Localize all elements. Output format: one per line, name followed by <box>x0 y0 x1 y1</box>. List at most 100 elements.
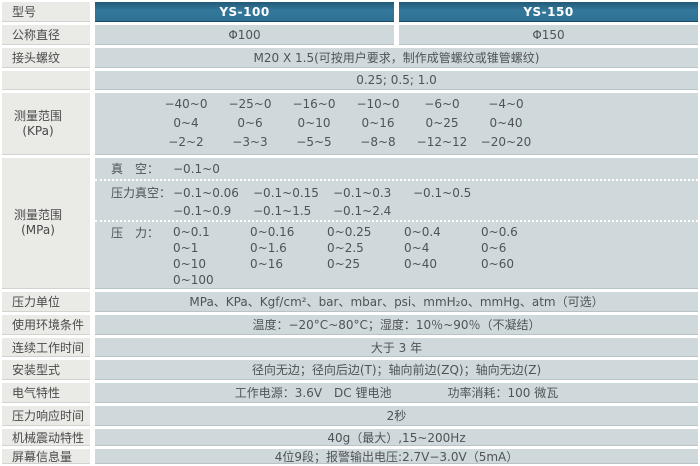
kpa-value: 0~25 <box>425 116 459 130</box>
kpa-value: −10~0 <box>356 97 400 111</box>
mpa-pressure-column: 0~0.4 0~4 0~40 <box>404 224 481 272</box>
mpa-pressure-vacuum-section: 压力真空： −0.1~0.06 −0.1~0.9 −0.1~0.15 −0.1~… <box>95 179 698 220</box>
row-label-vibration: 机械震动特性 <box>2 429 90 446</box>
vibration-value-cell: 40g（最大）,15~200Hz <box>95 429 698 446</box>
kpa-value: −4~0 <box>488 97 524 111</box>
mpa-pressure-value: 0~100 <box>173 273 214 287</box>
thread-value-cell: M20 X 1.5(可按用户要求，制作成管螺纹或锥管螺纹) <box>95 48 698 68</box>
table-row-working-time: 连续工作时间 大于 3 年 <box>2 338 698 357</box>
response-time-value-cell: 2秒 <box>95 406 698 426</box>
mpa-vacuum-section: 真 空： −0.1~0 <box>95 158 698 179</box>
diameter-ys100-cell: Φ100 <box>95 25 394 45</box>
kpa-value: −3~3 <box>232 135 268 149</box>
table-row-response-time: 压力响应时间 2秒 <box>2 406 698 426</box>
display-value-cell: 4位9段；报警输出电压:2.7V−3.0V（5mA） <box>95 449 698 464</box>
working-time-value-cell: 大于 3 年 <box>95 338 698 357</box>
mpa-pv-value: −0.1~0.3 <box>333 186 392 200</box>
range-kpa-grid: −40~0 0~4 −2~2 −25~0 0~6 −3~3 −16~0 0~10… <box>154 95 538 152</box>
row-label-model: 型号 <box>2 2 90 22</box>
row-label-mounting: 安装型式 <box>2 360 90 380</box>
range-kpa-label-text: 测量范围 <box>14 108 63 123</box>
mpa-pressure-value: 0~0.16 <box>250 225 295 239</box>
mpa-pressure-value: 0~6 <box>481 241 507 255</box>
electrical-power-supply: 工作电源：3.6V DC 锂电池 <box>234 386 392 400</box>
kpa-value: 0~6 <box>237 116 263 130</box>
table-row-model: 型号 YS-100 YS-150 <box>2 2 698 22</box>
mpa-pv-name: 压力真空： <box>111 186 172 200</box>
table-row-thread: 接头螺纹 M20 X 1.5(可按用户要求，制作成管螺纹或锥管螺纹) <box>2 48 698 68</box>
range-mpa-label-text: 测量范围 <box>14 208 63 222</box>
mounting-value-cell: 径向无边；径向后边(T)；轴向前边(ZQ)；轴向无边(Z) <box>95 360 698 380</box>
row-label-working-time: 连续工作时间 <box>2 338 90 357</box>
electrical-value-cell: 工作电源：3.6V DC 锂电池 功率消耗：100 微瓦 <box>95 383 698 403</box>
mpa-pressure-value: 0~10 <box>173 257 206 271</box>
mpa-pressure-value: 0~40 <box>404 257 437 271</box>
kpa-column: −16~0 0~10 −5~5 <box>282 95 346 152</box>
mpa-pressure-value: 0~1.6 <box>250 241 287 255</box>
mpa-pv-column: −0.1~0.5 <box>413 184 493 202</box>
kpa-value: 0~10 <box>297 116 331 130</box>
table-row-diameter: 公称直径 Φ100 Φ150 <box>2 25 698 45</box>
mpa-pressure-column: 0~0.25 0~2.5 0~25 <box>327 224 404 272</box>
table-row-accuracy: 0.25; 0.5; 1.0 <box>2 71 698 90</box>
kpa-value: −40~0 <box>164 97 208 111</box>
accuracy-value-cell: 0.25; 0.5; 1.0 <box>95 71 698 90</box>
kpa-column: −40~0 0~4 −2~2 <box>154 95 218 152</box>
mpa-pressure-value: 0~0.25 <box>327 225 372 239</box>
mpa-pressure-value: 0~0.6 <box>481 225 518 239</box>
mpa-pressure-value: 0~25 <box>327 257 360 271</box>
mpa-pressure-value: 0~60 <box>481 257 514 271</box>
range-mpa-label: 测量范围 (MPa) <box>12 208 62 238</box>
electrical-power-consumption: 功率消耗：100 微瓦 <box>447 386 559 400</box>
kpa-value: −16~0 <box>292 97 336 111</box>
mpa-pressure-column: 0~0.1 0~1 0~10 0~100 <box>173 224 250 288</box>
mpa-pv-column: −0.1~0.3 −0.1~2.4 <box>333 184 413 220</box>
table-row-mounting: 安装型式 径向无边；径向后边(T)；轴向前边(ZQ)；轴向无边(Z) <box>2 360 698 380</box>
kpa-column: −25~0 0~6 −3~3 <box>218 95 282 152</box>
table-row-environment: 使用环境条件 温度：−20°C~80°C；湿度：10％~90％（不凝结） <box>2 315 698 335</box>
mpa-pv-column: −0.1~0.06 −0.1~0.9 <box>173 184 253 220</box>
mpa-pv-value: −0.1~0.15 <box>253 186 319 200</box>
table-row-units: 压力单位 MPa、KPa、Kgf/cm²、bar、mbar、psi、mmH₂o、… <box>2 292 698 312</box>
table-row-vibration: 机械震动特性 40g（最大）,15~200Hz <box>2 429 698 446</box>
kpa-value: −8~8 <box>360 135 396 149</box>
row-label-range-kpa: 测量范围 (KPa) <box>2 93 90 155</box>
column-header-ys150: YS-150 <box>399 2 698 22</box>
table-row-range-mpa: 测量范围 (MPa) 真 空： −0.1~0 压力真空： −0.1~0.06 −… <box>2 158 698 289</box>
mpa-pv-value: −0.1~1.5 <box>253 204 312 218</box>
units-value-cell: MPa、KPa、Kgf/cm²、bar、mbar、psi、mmH₂o、mmHg、… <box>95 292 698 312</box>
kpa-value: −20~20 <box>480 135 532 149</box>
range-kpa-unit-text: (KPa) <box>22 123 54 138</box>
row-label-response-time: 压力响应时间 <box>2 406 90 426</box>
kpa-column: −4~0 0~40 −20~20 <box>474 95 538 152</box>
row-label-accuracy <box>2 71 90 90</box>
mpa-pv-value: −0.1~2.4 <box>333 204 392 218</box>
kpa-value: −2~2 <box>168 135 204 149</box>
mpa-pressure-value: 0~16 <box>250 257 283 271</box>
mpa-pv-value: −0.1~0.9 <box>173 204 232 218</box>
mpa-pv-value: −0.1~0.5 <box>413 186 472 200</box>
mpa-pressure-column: 0~0.6 0~6 0~60 <box>481 224 558 272</box>
kpa-value: 0~16 <box>361 116 395 130</box>
table-row-range-kpa: 测量范围 (KPa) −40~0 0~4 −2~2 −25~0 0~6 −3~3… <box>2 93 698 155</box>
kpa-value: −12~12 <box>416 135 468 149</box>
mpa-vacuum-name: 真 空： <box>111 162 160 176</box>
mpa-pv-column: −0.1~0.15 −0.1~1.5 <box>253 184 333 220</box>
row-label-units: 压力单位 <box>2 292 90 312</box>
row-label-thread: 接头螺纹 <box>2 48 90 68</box>
kpa-value: 0~4 <box>173 116 199 130</box>
mpa-vacuum-value: −0.1~0 <box>173 161 220 176</box>
row-label-display: 屏幕信息量 <box>2 449 90 464</box>
mpa-pressure-value: 0~2.5 <box>327 241 364 255</box>
kpa-value: −25~0 <box>228 97 272 111</box>
mpa-pressure-column: 0~0.16 0~1.6 0~16 <box>250 224 327 272</box>
mpa-pressure-value: 0~4 <box>404 241 430 255</box>
range-kpa-label: 测量范围 (KPa) <box>12 109 62 139</box>
mpa-pressure-name: 压 力： <box>111 226 160 240</box>
range-kpa-value-cell: −40~0 0~4 −2~2 −25~0 0~6 −3~3 −16~0 0~10… <box>95 93 698 155</box>
table-row-electrical: 电气特性 工作电源：3.6V DC 锂电池 功率消耗：100 微瓦 <box>2 383 698 403</box>
mpa-pv-value: −0.1~0.06 <box>173 186 239 200</box>
kpa-value: −6~0 <box>424 97 460 111</box>
row-label-range-mpa: 测量范围 (MPa) <box>2 158 90 289</box>
